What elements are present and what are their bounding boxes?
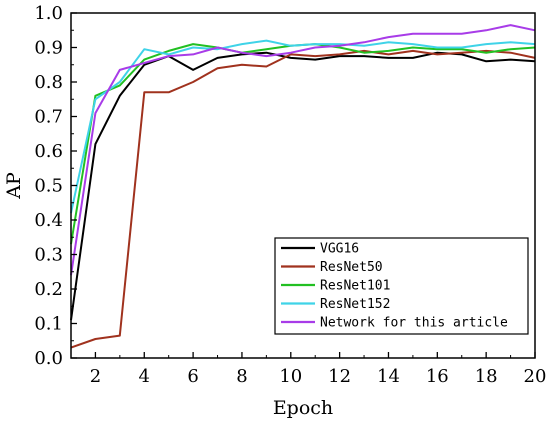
- x-axis-title: Epoch: [273, 397, 333, 419]
- y-tick-label: 0.2: [34, 279, 63, 300]
- legend: VGG16 ResNet50 ResNet101 ResNet152 Network f…: [274, 237, 529, 335]
- x-tick-label: 16: [426, 366, 449, 387]
- x-axis-ticks: 2 4 6 8 10 12 14 16 18 20: [70, 352, 547, 387]
- x-tick-label: 20: [524, 366, 547, 387]
- legend-label: ResNet101: [320, 279, 390, 294]
- y-tick-label: 0.8: [34, 72, 63, 93]
- y-tick-label: 0.5: [34, 176, 63, 197]
- x-tick-label: 8: [236, 366, 247, 387]
- x-tick-label: 6: [187, 366, 198, 387]
- series-line: [70, 43, 536, 245]
- legend-label: ResNet50: [320, 260, 383, 275]
- x-tick-label: 18: [475, 366, 498, 387]
- y-tick-label: 0.6: [34, 141, 63, 162]
- y-tick-label: 0.1: [34, 314, 63, 335]
- y-tick-label: 0.0: [34, 348, 63, 369]
- y-tick-label: 0.3: [34, 245, 63, 266]
- series-line: [70, 24, 536, 276]
- y-tick-label: 0.9: [34, 38, 63, 59]
- series-line: [70, 51, 536, 321]
- x-tick-label: 2: [90, 366, 101, 387]
- series-line: [70, 39, 536, 214]
- y-tick-label: 1.0: [34, 3, 63, 24]
- legend-label: VGG16: [320, 242, 359, 257]
- y-tick-label: 0.4: [34, 210, 63, 231]
- y-axis-title: AP: [3, 172, 25, 200]
- x-tick-label: 12: [328, 366, 351, 387]
- legend-label: Network for this article: [320, 316, 508, 331]
- legend-label: ResNet152: [320, 297, 390, 312]
- plot-lines: [70, 24, 536, 349]
- x-tick-label: 14: [377, 366, 400, 387]
- legend-box: [274, 237, 529, 335]
- y-tick-label: 0.7: [34, 107, 63, 128]
- y-axis-ticks: 0.0 0.1 0.2 0.3 0.4 0.5 0.6 0.7 0.8 0.9 1.0: [34, 3, 77, 369]
- series-line: [70, 49, 536, 349]
- x-tick-label: 10: [279, 366, 302, 387]
- x-tick-label: 4: [139, 366, 150, 387]
